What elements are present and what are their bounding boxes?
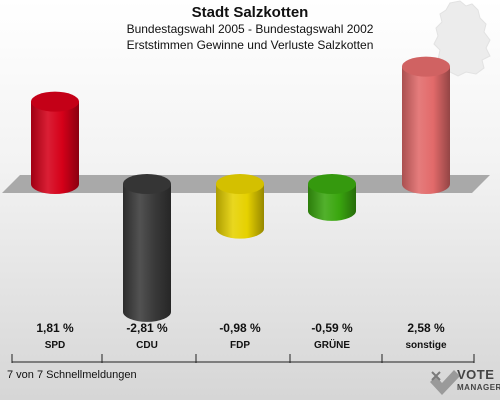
chart-subtitle: Bundestagswahl 2005 - Bundestagswahl 200…	[126, 22, 374, 36]
bar-spd	[31, 91, 79, 194]
footer-status: 7 von 7 Schnellmeldungen	[7, 369, 137, 381]
bar-fdp	[216, 174, 264, 239]
value-label-cdu: -2,81 %	[126, 321, 168, 335]
value-label-fdp: -0,98 %	[219, 321, 261, 335]
logo-text-vote: VOTE	[457, 367, 495, 382]
bar-grüne	[308, 174, 356, 221]
value-label-grüne: -0,59 %	[311, 321, 353, 335]
category-label-cdu: CDU	[136, 340, 158, 351]
value-label-sonstige: 2,58 %	[407, 321, 445, 335]
category-label-grüne: GRÜNE	[314, 338, 350, 351]
chart-title: Stadt Salzkotten	[191, 4, 309, 21]
logo-text-manager: MANAGER	[457, 383, 500, 392]
category-label-fdp: FDP	[230, 340, 250, 351]
bar-cdu	[123, 174, 171, 322]
checkmark-icon	[430, 370, 460, 395]
chart-subtitle-2: Erststimmen Gewinne und Verluste Salzkot…	[126, 38, 374, 52]
category-label-sonstige: sonstige	[405, 340, 447, 351]
germany-map-icon	[433, 0, 491, 77]
value-label-spd: 1,81 %	[36, 321, 74, 335]
vote-manager-logo	[430, 370, 460, 395]
bar-sonstige	[402, 56, 450, 194]
category-label-spd: SPD	[45, 340, 66, 351]
